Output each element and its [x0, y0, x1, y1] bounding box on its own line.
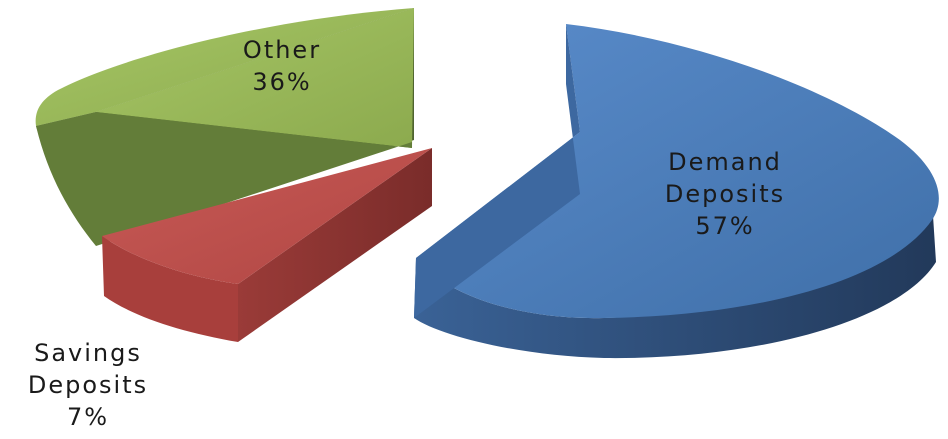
- pie-slice-demand-deposits-side: [414, 200, 936, 359]
- pie-slice-savings-deposits-front: [102, 236, 238, 342]
- pie-slice-demand-deposits-top: [416, 24, 939, 319]
- slice-label-other-line1: Other: [242, 36, 322, 64]
- slice-label-demand-deposits: Demand Deposits 57%: [640, 146, 810, 242]
- slice-label-savings-deposits-line2: Deposits: [27, 371, 149, 399]
- pie-slice-other: [35, 8, 414, 246]
- slice-label-demand-deposits-line2: Deposits: [664, 180, 786, 208]
- pie-slice-savings-deposits: [102, 148, 432, 342]
- pie-slice-savings-deposits-top: [102, 148, 432, 284]
- pie-slice-other-top-arc: [35, 8, 414, 126]
- slice-label-savings-deposits: Savings Deposits 7%: [8, 337, 168, 433]
- pie-slice-demand-deposits: [414, 24, 939, 359]
- slice-value-savings-deposits: 7%: [66, 403, 110, 431]
- pie-slice-demand-deposits-cut: [414, 24, 580, 318]
- slice-label-demand-deposits-line1: Demand: [668, 148, 782, 176]
- slice-value-demand-deposits: 57%: [695, 212, 755, 240]
- pie-slice-other-front: [36, 112, 412, 246]
- pie-slice-other-top: [96, 8, 414, 148]
- pie-slice-savings-deposits-side: [238, 148, 432, 342]
- slice-label-other: Other 36%: [222, 34, 342, 98]
- slice-value-other: 36%: [252, 68, 312, 96]
- slice-label-savings-deposits-line1: Savings: [34, 339, 142, 367]
